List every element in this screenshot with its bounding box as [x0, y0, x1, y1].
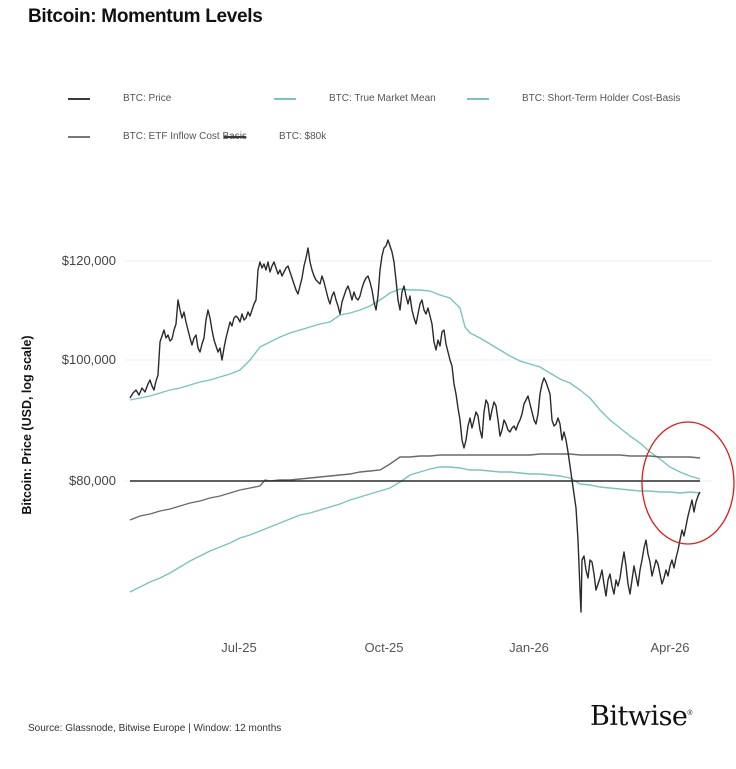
- source-note: Source: Glassnode, Bitwise Europe | Wind…: [28, 723, 282, 734]
- brand-name: Bitwise: [590, 701, 688, 732]
- legend-swatch-price: [68, 97, 90, 100]
- legend-label: BTC: Short-Term Holder Cost-Basis: [522, 93, 681, 104]
- y-tick-120k: $120,000: [61, 253, 116, 268]
- legend-item-price: BTC: Price: [68, 93, 171, 104]
- x-tick-jan-26: Jan-26: [509, 640, 549, 655]
- bitwise-logo: Bitwise®: [590, 701, 693, 732]
- legend-item-true-market-mean: BTC: True Market Mean: [274, 93, 436, 104]
- y-tick-100k: $100,000: [61, 352, 116, 367]
- series-etf-inflow-cost-basis: [129, 453, 701, 521]
- highlight-ellipse: [641, 421, 735, 545]
- series-true-market-mean: [129, 466, 701, 593]
- legend-label: BTC: ETF Inflow Cost Basis: [123, 131, 247, 142]
- x-tick-apr-26: Apr-26: [650, 640, 690, 655]
- legend-swatch-true-market-mean: [274, 97, 296, 100]
- x-tick-oct-25: Oct-25: [364, 640, 404, 655]
- y-tick-80k: $80,000: [69, 473, 116, 488]
- legend-label: BTC: Price: [123, 93, 172, 104]
- legend-item-etf-inflow: BTC: ETF Inflow Cost Basis: [68, 131, 247, 142]
- legend-item-sth-cost-basis: BTC: Short-Term Holder Cost-Basis: [467, 93, 680, 104]
- registered-mark: ®: [687, 710, 693, 717]
- series-btc-price: [129, 239, 701, 613]
- legend-label: BTC: True Market Mean: [329, 93, 436, 104]
- legend-item-80k: BTC: $80k: [224, 131, 326, 142]
- legend-swatch-80k: [224, 135, 246, 138]
- legend-swatch-etf-inflow: [68, 135, 90, 138]
- legend-swatch-sth-cost-basis: [467, 97, 489, 100]
- legend: BTC: Price BTC: True Market Mean BTC: Sh…: [0, 0, 736, 160]
- legend-label: BTC: $80k: [279, 131, 327, 142]
- x-tick-jul-25: Jul-25: [221, 640, 257, 655]
- chart-title: Bitcoin: Momentum Levels: [28, 6, 263, 27]
- series-sth-cost-basis: [129, 288, 701, 480]
